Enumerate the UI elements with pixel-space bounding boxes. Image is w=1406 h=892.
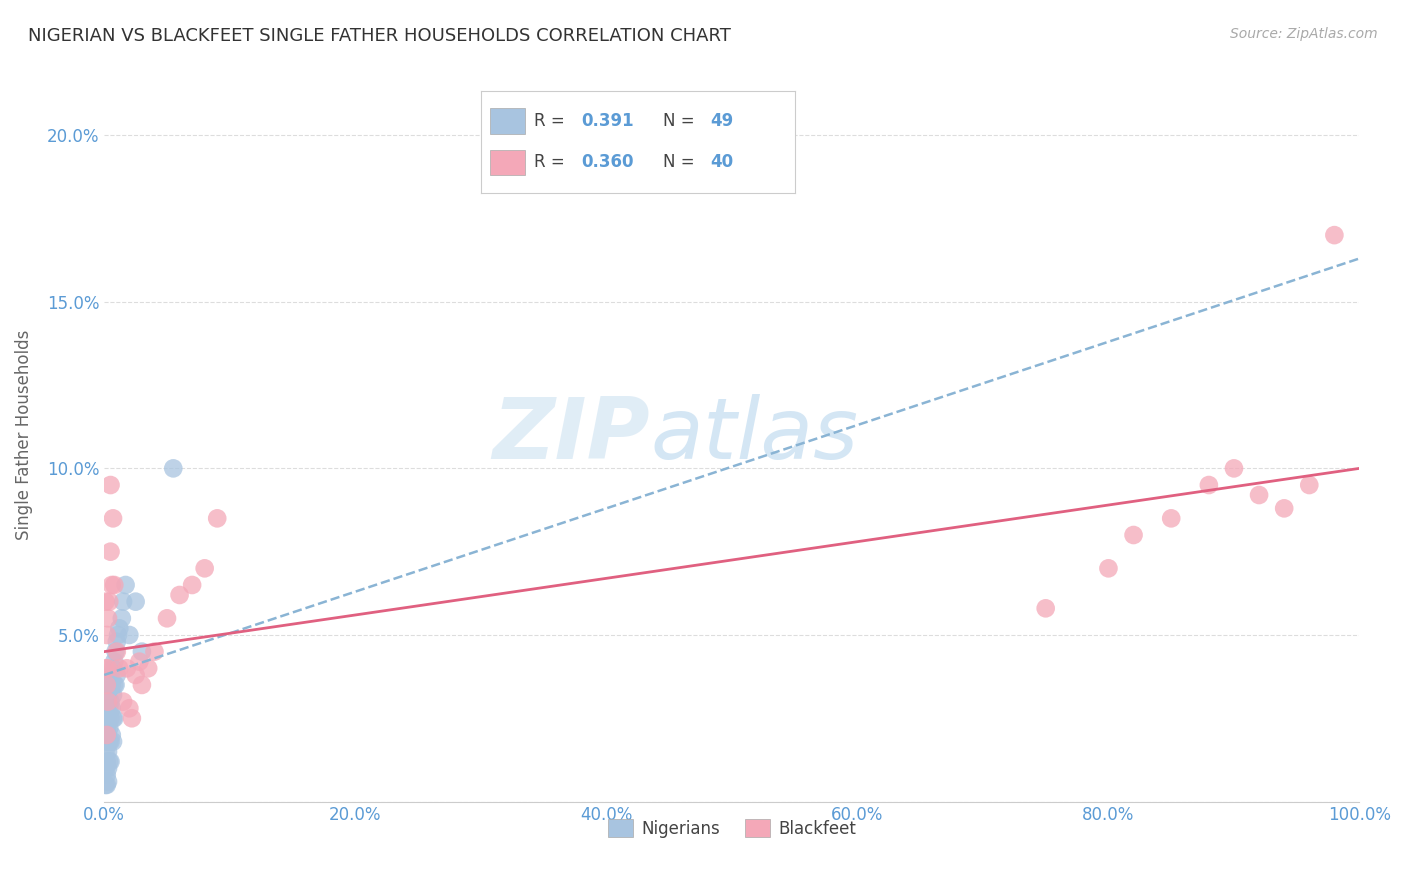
Point (97, 688, 120, 702)
Point (128, 655, 150, 669)
Text: Source: ZipAtlas.com: Source: ZipAtlas.com (1230, 27, 1378, 41)
Point (1223, 461, 1246, 475)
Point (96, 721, 118, 735)
Point (105, 645, 128, 659)
Point (1122, 528, 1144, 542)
Point (97, 774, 120, 789)
Point (101, 734, 124, 748)
Y-axis label: Single Father Households: Single Father Households (15, 330, 32, 541)
Point (94, 778, 117, 792)
Point (101, 578, 124, 592)
Point (101, 661, 124, 675)
Point (1035, 601, 1057, 615)
Point (97, 611, 120, 625)
Point (118, 701, 141, 715)
Point (112, 594, 135, 608)
Point (124, 594, 146, 608)
Point (98, 594, 121, 608)
Point (94, 745, 117, 759)
Text: ZIP: ZIP (492, 393, 651, 476)
Point (100, 734, 122, 748)
Point (114, 578, 136, 592)
Point (108, 661, 131, 675)
Point (98, 678, 121, 692)
Point (97, 661, 120, 675)
Point (100, 668, 122, 682)
Point (115, 661, 138, 675)
Point (136, 661, 159, 675)
Point (97, 695, 120, 709)
Point (96, 628, 118, 642)
Point (162, 461, 184, 475)
Point (100, 755, 122, 769)
Point (103, 678, 125, 692)
Point (1097, 561, 1119, 575)
Point (131, 645, 153, 659)
Point (100, 544, 122, 558)
Point (101, 688, 124, 702)
Point (156, 611, 179, 625)
Text: NIGERIAN VS BLACKFEET SINGLE FATHER HOUSEHOLDS CORRELATION CHART: NIGERIAN VS BLACKFEET SINGLE FATHER HOUS… (28, 27, 731, 45)
Point (121, 711, 143, 725)
Point (1198, 478, 1220, 492)
Point (98, 755, 121, 769)
Point (98, 721, 121, 735)
Point (98, 734, 121, 748)
Point (100, 478, 122, 492)
Point (103, 655, 125, 669)
Point (96, 768, 118, 782)
Point (94, 761, 117, 775)
Point (101, 511, 124, 525)
Point (96, 678, 118, 692)
Point (98, 701, 121, 715)
Point (1298, 478, 1320, 492)
Point (96, 755, 118, 769)
Point (96, 778, 118, 792)
Point (97, 745, 120, 759)
Point (107, 628, 129, 642)
Point (143, 645, 166, 659)
Point (205, 511, 228, 525)
Point (94, 728, 117, 742)
Point (105, 668, 128, 682)
Point (94, 594, 117, 608)
Point (101, 678, 124, 692)
Point (97, 728, 120, 742)
Point (1323, 228, 1346, 243)
Point (104, 645, 127, 659)
Point (100, 711, 122, 725)
Legend: Nigerians, Blackfeet: Nigerians, Blackfeet (600, 813, 863, 845)
Point (104, 678, 127, 692)
Point (118, 628, 141, 642)
Point (101, 728, 124, 742)
Point (1272, 501, 1295, 516)
Point (112, 695, 135, 709)
Point (101, 711, 124, 725)
Point (103, 578, 125, 592)
Point (1160, 511, 1182, 525)
Point (96, 701, 118, 715)
Point (1249, 488, 1271, 502)
Point (124, 668, 146, 682)
Point (194, 561, 217, 575)
Point (108, 621, 131, 635)
Point (131, 678, 153, 692)
Point (181, 578, 204, 592)
Point (100, 695, 122, 709)
Point (97, 711, 120, 725)
Point (96, 734, 118, 748)
Point (169, 588, 191, 602)
Text: atlas: atlas (651, 393, 858, 476)
Point (97, 761, 120, 775)
Point (111, 611, 134, 625)
Point (101, 701, 124, 715)
Point (103, 711, 125, 725)
Point (94, 661, 117, 675)
Point (105, 634, 128, 648)
Point (96, 728, 118, 742)
